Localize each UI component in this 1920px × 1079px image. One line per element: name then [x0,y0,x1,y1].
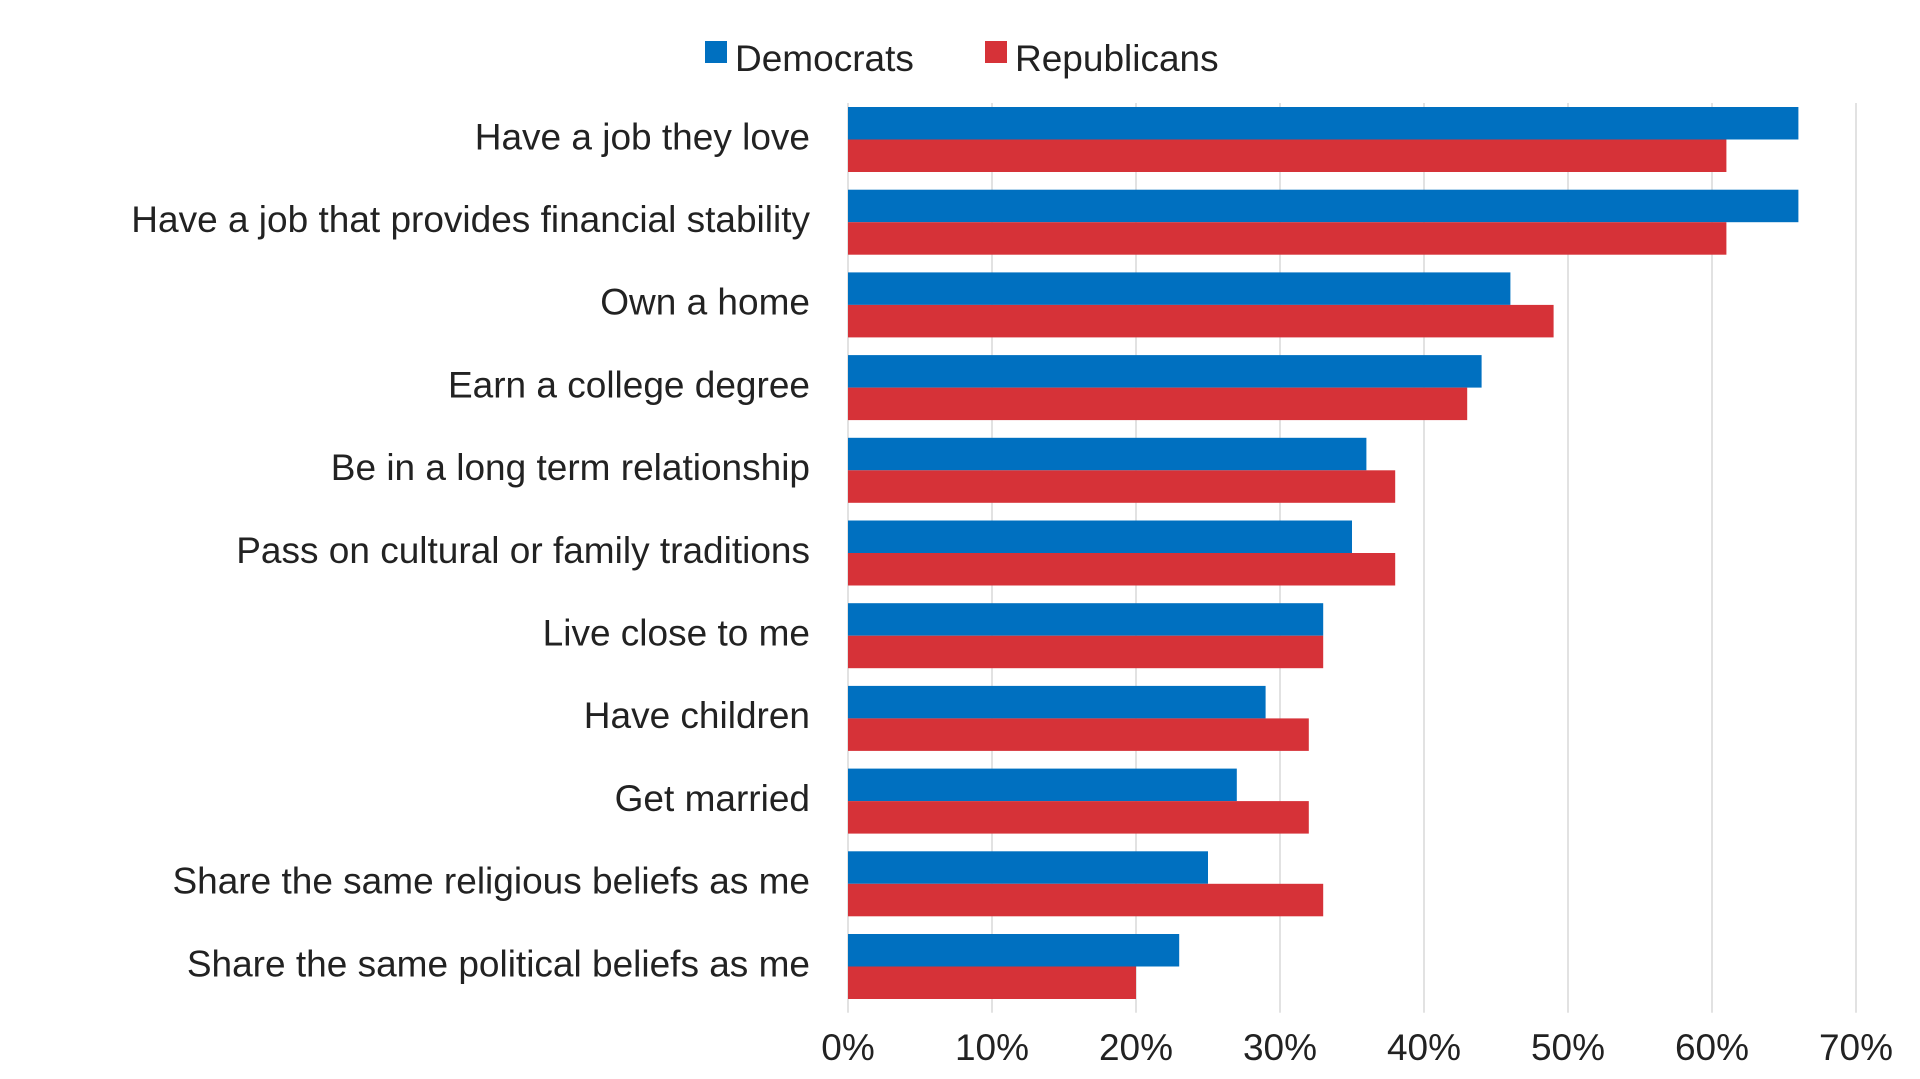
bar-democrats [848,272,1511,305]
category-label: Share the same political beliefs as me [187,943,810,984]
legend-swatch [705,41,727,63]
bar-democrats [848,107,1799,140]
category-label: Earn a college degree [448,364,810,405]
x-tick-label: 70% [1819,1027,1893,1068]
x-tick-label: 20% [1099,1027,1173,1068]
x-tick-label: 0% [821,1027,874,1068]
legend-label: Republicans [1015,38,1219,79]
bar-democrats [848,189,1799,223]
legend-label: Democrats [735,38,914,79]
category-label: Have a job they love [475,116,810,157]
bar-democrats [848,355,1482,388]
category-label: Have a job that provides financial stabi… [131,199,810,240]
bar-democrats [848,851,1208,884]
legend-swatch [985,41,1007,63]
bar-democrats [848,437,1367,471]
category-label: Be in a long term relationship [331,447,810,488]
category-labels: Have a job they love Have a job that prov… [131,116,810,984]
bar-republicans [848,387,1468,421]
bar-republicans [848,883,1324,917]
legend: Democrats Republicans [705,38,1219,79]
bar-republicans [848,966,1136,999]
bar-democrats [848,520,1352,553]
category-label: Own a home [600,282,810,323]
bar-republicans [848,139,1727,172]
bar-republicans [848,304,1554,338]
bar-democrats [848,768,1237,802]
bar-democrats [848,934,1180,967]
bar-republicans [848,635,1324,669]
bar-republicans [848,470,1396,503]
x-axis-ticks: 0% 10% 20% 30% 40% 50% 60% 70% [821,1027,1893,1068]
category-label: Live close to me [543,612,810,653]
x-tick-label: 30% [1243,1027,1317,1068]
bars [848,107,1799,999]
bar-republicans [848,801,1309,834]
bar-republicans [848,222,1727,255]
category-label: Get married [615,778,810,819]
bar-democrats [848,685,1266,719]
bar-republicans [848,553,1396,586]
bar-republicans [848,718,1309,751]
x-tick-label: 50% [1531,1027,1605,1068]
category-label: Pass on cultural or family traditions [236,530,810,571]
x-tick-label: 40% [1387,1027,1461,1068]
category-label: Have children [584,695,810,736]
category-label: Share the same religious beliefs as me [172,861,810,902]
x-tick-label: 60% [1675,1027,1749,1068]
x-tick-label: 10% [955,1027,1029,1068]
bar-democrats [848,603,1324,636]
